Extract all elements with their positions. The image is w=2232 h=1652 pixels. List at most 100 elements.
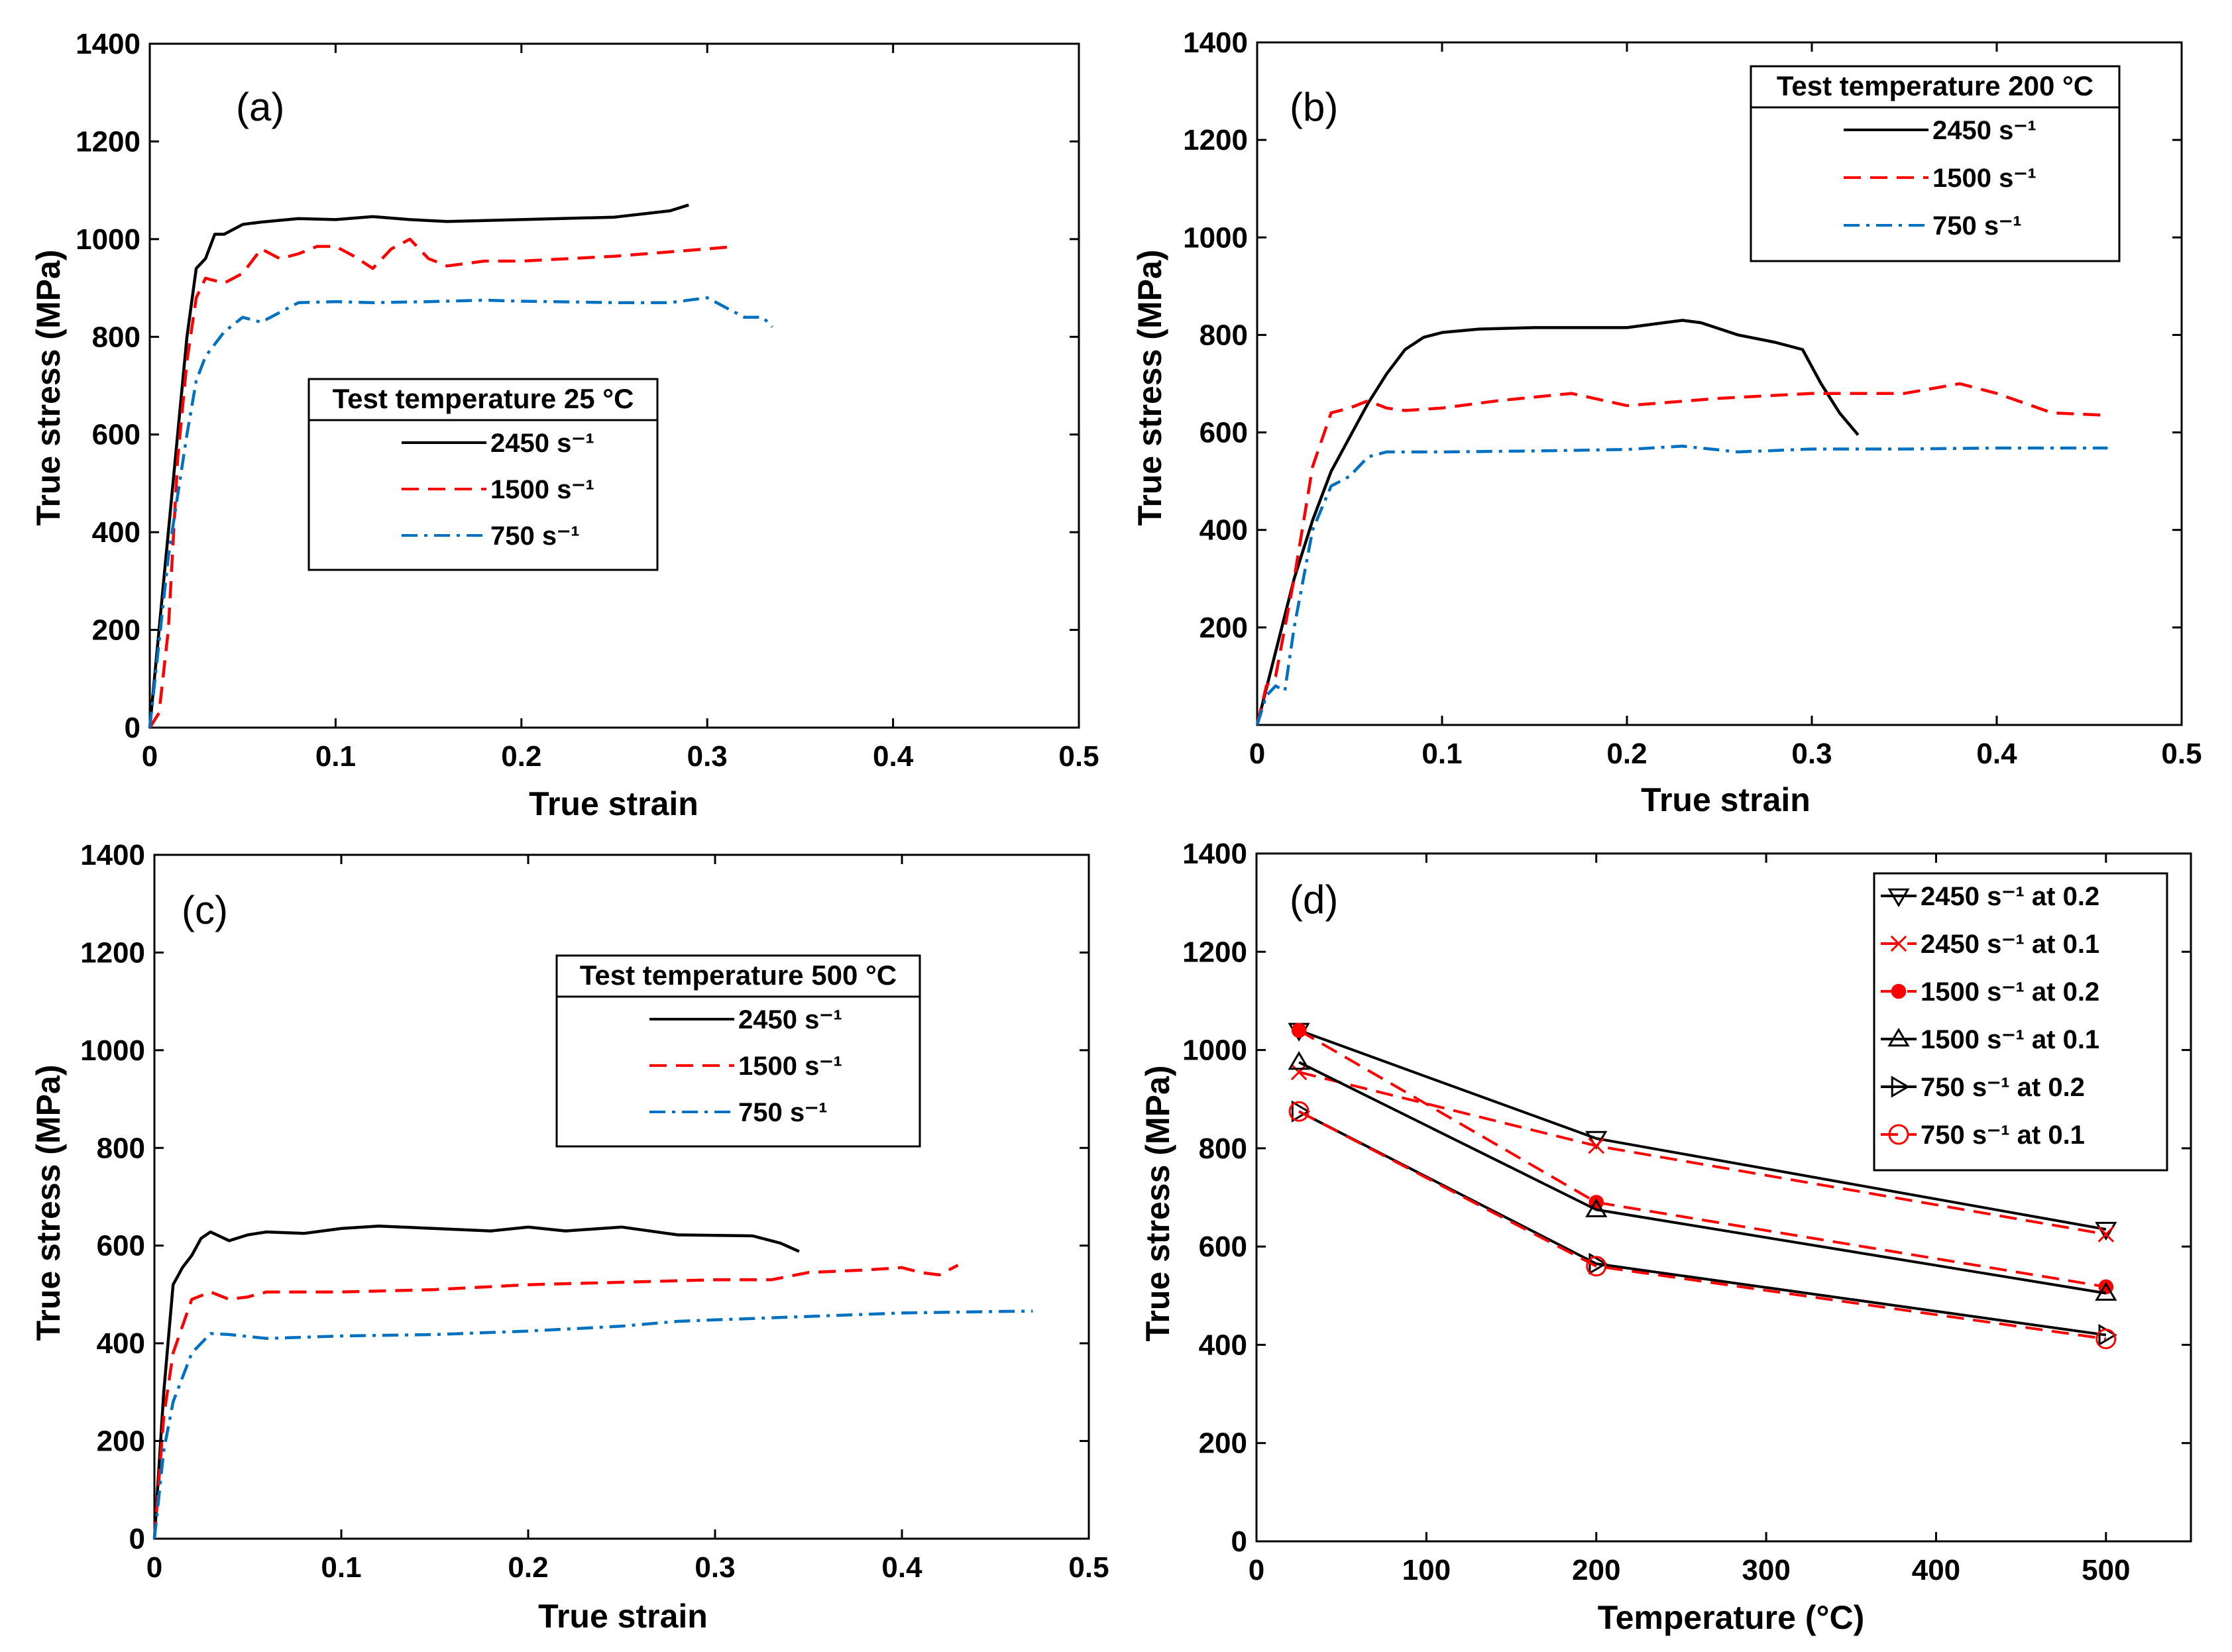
legend-0-marker-0: [1887, 888, 1910, 907]
legend-label-0: 2450 s⁻¹ at 0.2: [1921, 882, 2099, 911]
chart-c-svg: 0 0.1 0.2 0.3 0.4 0.5 0 200 400 600 800 1000 1200 140…: [30, 839, 1109, 1635]
y-axis-label: True stress (MPa): [30, 1065, 67, 1341]
x-tick-label: 100: [1402, 1554, 1451, 1586]
series-line-3: [1298, 1061, 2107, 1295]
x-tick-label: 0.5: [1058, 740, 1099, 773]
legend-box: [1750, 65, 2121, 262]
x-tick-label: 0.2: [501, 740, 541, 773]
series-line-1: [152, 1264, 959, 1539]
y-tick-label: 0: [129, 1523, 145, 1555]
legend-label-1: 1500 s⁻¹: [1932, 164, 2037, 193]
legend-box: [1873, 872, 2168, 1172]
series-0-marker-2: [2095, 1221, 2117, 1241]
x-tick-label: 300: [1742, 1554, 1790, 1586]
series-line-2: [1255, 444, 2108, 726]
y-tick-label: 1400: [76, 28, 140, 60]
y-tick-label: 1400: [1183, 27, 1248, 59]
legend-box: [307, 378, 659, 571]
x-tick-label: 0.1: [1422, 738, 1462, 770]
x-tick-label: 0.3: [687, 740, 728, 773]
y-tick-label: 1000: [1182, 1034, 1247, 1067]
series-3-marker-2: [2095, 1282, 2117, 1301]
series-line-1: [148, 237, 736, 729]
series-line-0: [152, 1224, 800, 1539]
legend: Test temperature 25 °C 2450 s⁻¹ 1500 s⁻¹ 75…: [307, 378, 659, 571]
chart-panel-a: 0 0.1 0.2 0.3 0.4 0.5 0 200 400 600 800 1000 1200 140…: [0, 0, 1116, 824]
y-tick-label: 200: [1200, 612, 1248, 644]
chart-panel-d: 0 100 200 300 400 500 0 200 400 600 800 1000 1200 140…: [1116, 824, 2232, 1649]
y-tick-label: 400: [1200, 514, 1248, 547]
legend-label-0: 2450 s⁻¹: [490, 429, 594, 458]
chart-d-svg: 0 100 200 300 400 500 0 200 400 600 800 1000 1200 140…: [1139, 838, 2192, 1636]
x-tick-label: 0.5: [2161, 738, 2202, 770]
legend-4-marker-0: [1891, 1075, 1910, 1098]
legend-label-5: 750 s⁻¹ at 0.1: [1921, 1121, 2085, 1150]
series-1-marker-0: [1290, 1064, 1308, 1081]
series-line-0: [1298, 1029, 2107, 1231]
y-tick-label: 800: [1199, 1132, 1247, 1165]
series-line-2: [148, 296, 773, 728]
series-5-marker-2: [2095, 1329, 2117, 1350]
x-tick-label: 0: [1249, 1554, 1264, 1586]
legend: Test temperature 200 °C 2450 s⁻¹ 1500 s⁻¹ 7…: [1750, 65, 2121, 262]
y-tick-label: 800: [97, 1132, 145, 1164]
series-line-0: [1255, 319, 1860, 726]
series-line-1: [1255, 382, 2108, 726]
legend-title: Test temperature 500 °C: [580, 960, 897, 991]
legend-label-4: 750 s⁻¹ at 0.2: [1921, 1073, 2085, 1102]
y-axis-label: True stress (MPa): [30, 250, 67, 526]
legend-label-1: 1500 s⁻¹: [490, 475, 594, 504]
legend-5-marker-0: [1888, 1124, 1909, 1145]
y-tick-label: 800: [92, 321, 140, 353]
legend-title: Test temperature 25 °C: [333, 383, 634, 414]
y-tick-label: 1000: [76, 223, 140, 256]
series-1-marker-2: [2097, 1226, 2115, 1242]
y-tick-label: 400: [1199, 1329, 1247, 1361]
legend-label-3: 1500 s⁻¹ at 0.1: [1921, 1025, 2099, 1054]
y-tick-label: 0: [1231, 1525, 1247, 1558]
legend-2-marker-0: [1891, 983, 1907, 999]
chart-panel-b: 0 0.1 0.2 0.3 0.4 0.5 200 400 600 800 1000 1200 1400…: [1116, 0, 2232, 824]
x-tick-label: 0: [146, 1551, 162, 1584]
x-axis-label: Temperature (°C): [1598, 1599, 1864, 1636]
series-line-2: [152, 1309, 1033, 1539]
x-tick-label: 0.5: [1068, 1551, 1109, 1584]
legend-1-marker-0: [1890, 935, 1907, 952]
series-line-0: [148, 203, 689, 728]
chart-a-svg: 0 0.1 0.2 0.3 0.4 0.5 0 200 400 600 800 1000 1200 140…: [30, 28, 1099, 822]
series-5-marker-0: [1288, 1101, 1310, 1122]
legend-label-2: 750 s⁻¹: [490, 522, 580, 551]
y-tick-label: 1400: [1182, 838, 1247, 870]
legend-label-2: 750 s⁻¹: [1932, 211, 2022, 241]
y-tick-label: 200: [92, 614, 140, 647]
y-tick-label: 200: [1199, 1427, 1247, 1460]
x-tick-label: 0.2: [1606, 738, 1647, 770]
x-tick-label: 0.1: [315, 740, 356, 773]
y-tick-label: 600: [92, 419, 140, 451]
legend-label-1: 2450 s⁻¹ at 0.1: [1921, 930, 2099, 959]
y-tick-label: 600: [1200, 417, 1248, 449]
y-tick-label: 0: [125, 712, 140, 744]
x-tick-label: 200: [1572, 1554, 1620, 1586]
series-3-marker-1: [1585, 1198, 1608, 1217]
x-tick-label: 0.4: [873, 740, 914, 773]
series-1-marker-1: [1588, 1137, 1604, 1154]
legend-title: Test temperature 200 °C: [1777, 70, 2093, 101]
y-tick-label: 1200: [1182, 936, 1247, 968]
x-axis-label: True strain: [538, 1598, 708, 1635]
y-tick-label: 600: [1199, 1231, 1247, 1263]
panel-label: (a): [236, 85, 284, 129]
plot-frame: [1255, 852, 2192, 1543]
y-axis-label: True stress (MPa): [1131, 250, 1168, 526]
series-4-marker-0: [1291, 1100, 1311, 1123]
x-tick-label: 400: [1912, 1554, 1960, 1586]
series-5-marker-1: [1586, 1256, 1607, 1277]
x-tick-label: 0: [1249, 738, 1265, 770]
y-tick-label: 1200: [80, 936, 145, 969]
x-tick-label: 0.2: [508, 1551, 548, 1584]
y-tick-label: 1000: [80, 1034, 145, 1067]
panel-label: (d): [1290, 877, 1338, 922]
y-tick-label: 1400: [80, 839, 145, 871]
x-tick-label: 0.3: [1791, 738, 1832, 770]
x-tick-label: 0.4: [1976, 738, 2017, 770]
